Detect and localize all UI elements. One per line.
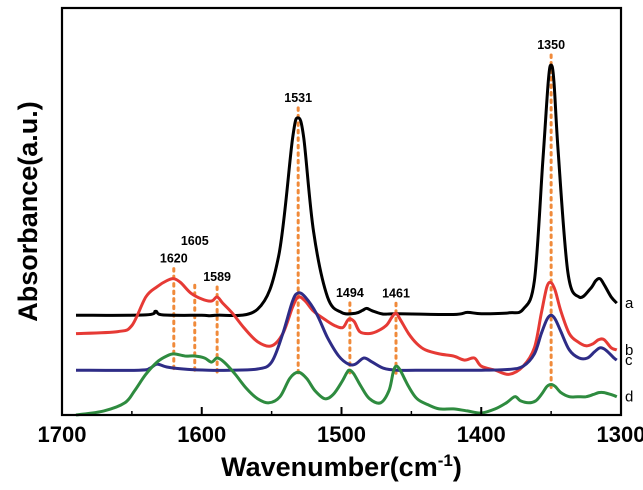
peak-label-1589: 1589 <box>203 270 231 284</box>
series-line-b <box>75 277 618 376</box>
x-tick-label-1600: 1600 <box>177 422 226 447</box>
x-tick-label-1500: 1500 <box>317 422 366 447</box>
peak-label-1461: 1461 <box>382 286 410 300</box>
peak-label-1494: 1494 <box>336 286 364 300</box>
x-axis-title-main: Wavenumber(cm <box>221 452 438 482</box>
peak-label-1605: 1605 <box>181 234 209 248</box>
series-line-c <box>75 291 618 372</box>
peak-markers <box>172 53 553 390</box>
x-axis-title-close: ) <box>453 452 462 482</box>
series-lines <box>75 63 618 417</box>
series-label-b: b <box>625 342 633 359</box>
labels: a bc d 1620 1605 1589 1531 1494 1461 1350 <box>160 38 634 406</box>
x-axis-title: Wavenumber(cm-1) <box>221 451 462 482</box>
peak-label-1620: 1620 <box>160 252 188 266</box>
x-tick-label-1700: 1700 <box>38 422 87 447</box>
series-line-a <box>75 63 618 318</box>
series-line-d <box>75 352 618 417</box>
peak-label-1350: 1350 <box>537 38 565 52</box>
series-label-c: c <box>625 352 633 369</box>
y-axis-title: Absorbance(a.u.) <box>13 101 43 322</box>
x-tick-label-1400: 1400 <box>457 422 506 447</box>
x-ticks: 1700 1600 1500 1400 1300 <box>38 407 643 447</box>
plot-frame <box>60 6 623 417</box>
series-label-d: d <box>625 389 633 406</box>
peak-label-1531: 1531 <box>284 91 312 105</box>
x-axis-title-superscript: -1 <box>438 451 453 470</box>
series-label-a: a <box>625 295 634 312</box>
x-tick-label-1300: 1300 <box>597 422 643 447</box>
